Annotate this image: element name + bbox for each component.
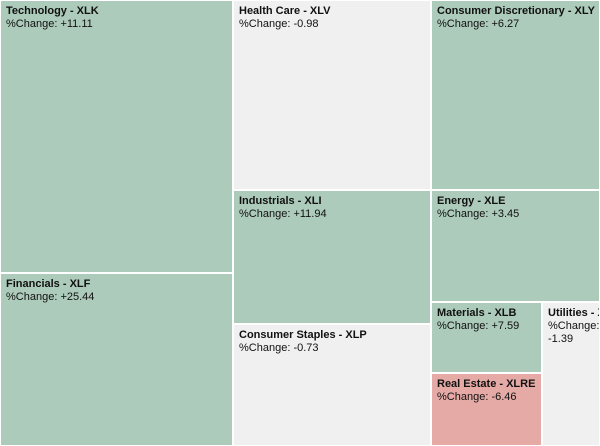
change-label: %Change: — [437, 18, 489, 30]
change-label: %Change: — [239, 342, 291, 354]
change-value: -0.98 — [293, 18, 319, 30]
change-value: +25.44 — [60, 291, 95, 303]
tile-change: %Change: -1.39 — [548, 320, 599, 346]
tile-change: %Change: -0.98 — [239, 18, 425, 31]
tile-real-estate[interactable]: Real Estate - XLRE %Change: -6.46 — [431, 373, 542, 446]
tile-change: %Change: +11.94 — [239, 208, 425, 221]
change-label: %Change: — [437, 320, 489, 332]
change-label: %Change: — [548, 320, 600, 332]
tile-change: %Change: -0.73 — [239, 342, 425, 355]
change-label: %Change: — [6, 18, 58, 30]
change-label: %Change: — [6, 291, 58, 303]
tile-technology[interactable]: Technology - XLK %Change: +11.11 — [0, 0, 233, 273]
tile-materials[interactable]: Materials - XLB %Change: +7.59 — [431, 302, 542, 373]
change-value: +3.45 — [491, 208, 520, 220]
tile-change: %Change: +3.45 — [437, 208, 594, 221]
tile-utilities[interactable]: Utilities - XLU %Change: -1.39 — [542, 302, 600, 446]
change-value: +11.94 — [293, 208, 327, 220]
change-value: +7.59 — [491, 320, 520, 332]
tile-label: Technology - XLK — [6, 5, 99, 17]
tile-label: Utilities - XLU — [548, 307, 599, 319]
change-label: %Change: — [437, 391, 489, 403]
change-label: %Change: — [239, 18, 291, 30]
tile-label: Real Estate - XLRE — [437, 378, 536, 390]
tile-financials[interactable]: Financials - XLF %Change: +25.44 — [0, 273, 233, 446]
change-label: %Change: — [437, 208, 489, 220]
tile-change: %Change: +11.11 — [6, 18, 227, 31]
tile-label: Consumer Discretionary - XLY — [437, 5, 595, 17]
tile-label: Energy - XLE — [437, 195, 506, 207]
change-value: -0.73 — [293, 342, 319, 354]
change-value: +6.27 — [491, 18, 520, 30]
tile-label: Consumer Staples - XLP — [239, 329, 367, 341]
tile-change: %Change: +6.27 — [437, 18, 594, 31]
tile-change: %Change: -6.46 — [437, 391, 536, 404]
change-value: -1.39 — [548, 333, 574, 345]
tile-label: Financials - XLF — [6, 278, 91, 290]
tile-change: %Change: +25.44 — [6, 291, 227, 304]
tile-consumer-discretionary[interactable]: Consumer Discretionary - XLY %Change: +6… — [431, 0, 600, 190]
tile-label: Industrials - XLI — [239, 195, 322, 207]
change-label: %Change: — [239, 208, 291, 220]
tile-energy[interactable]: Energy - XLE %Change: +3.45 — [431, 190, 600, 302]
change-value: -6.46 — [491, 391, 517, 403]
tile-label: Materials - XLB — [437, 307, 517, 319]
tile-label: Health Care - XLV — [239, 5, 331, 17]
change-value: +11.11 — [60, 18, 93, 30]
tile-health-care[interactable]: Health Care - XLV %Change: -0.98 — [233, 0, 431, 190]
tile-consumer-staples[interactable]: Consumer Staples - XLP %Change: -0.73 — [233, 324, 431, 446]
tile-industrials[interactable]: Industrials - XLI %Change: +11.94 — [233, 190, 431, 324]
tile-change: %Change: +7.59 — [437, 320, 536, 333]
